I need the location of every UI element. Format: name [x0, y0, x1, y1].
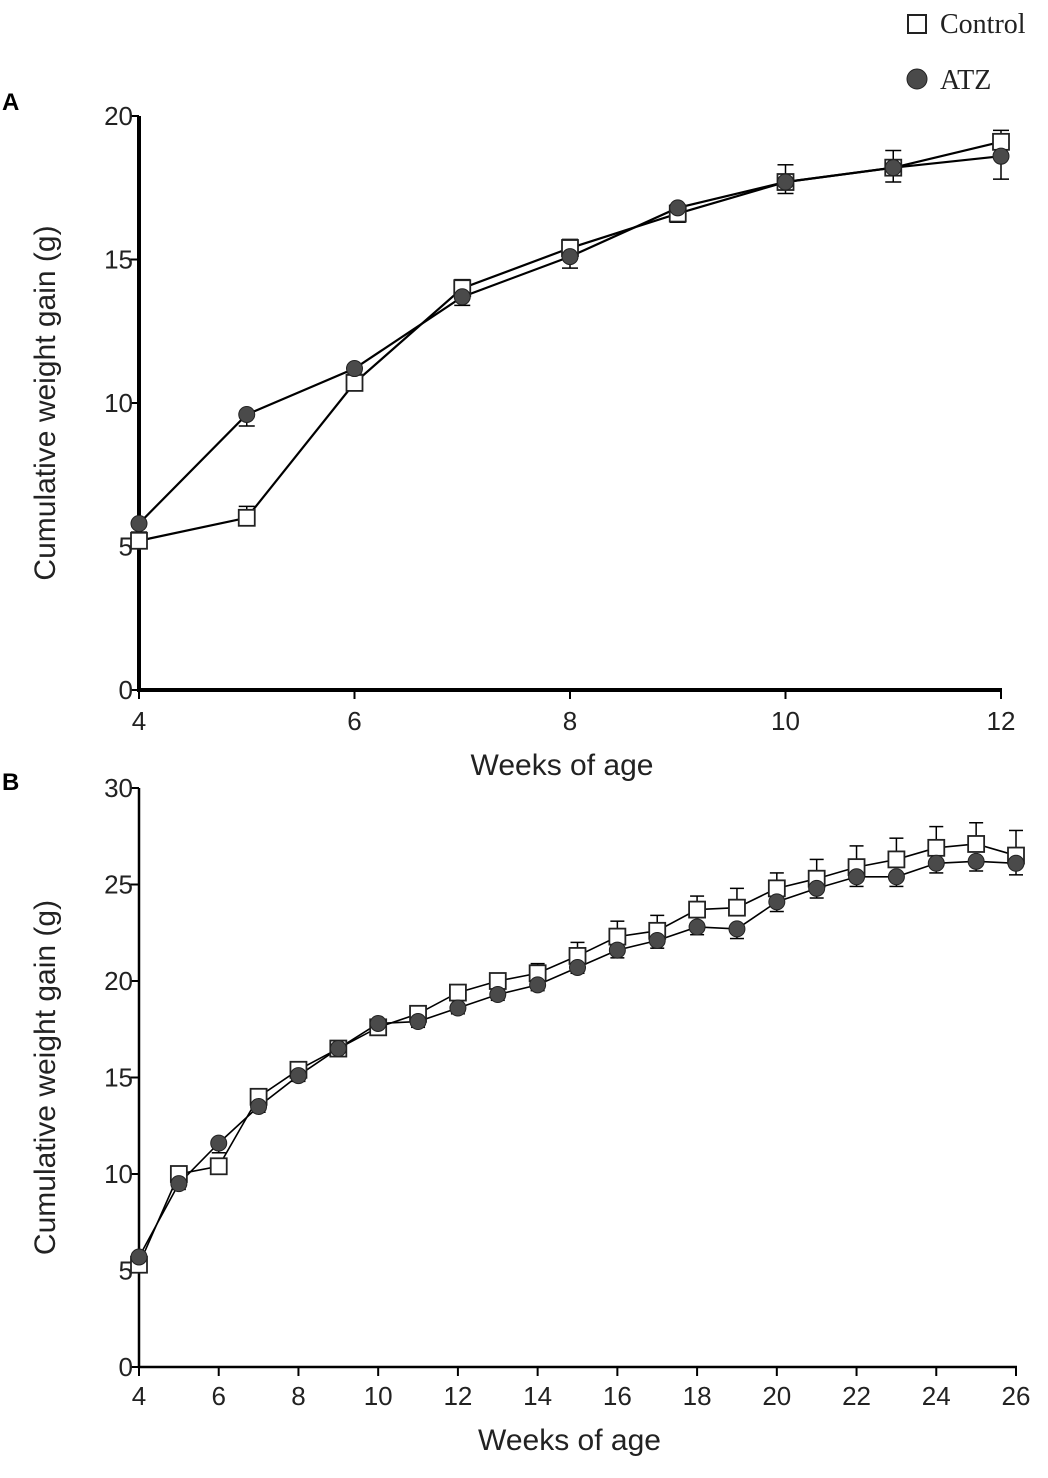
- panel-b-y-tick-label: 20: [104, 966, 133, 996]
- panel-b-point-atz: [449, 999, 467, 1017]
- panel-b-y-tick-label: 25: [104, 870, 133, 900]
- panel-b-x-tick-label: 24: [922, 1381, 951, 1411]
- panel-a-point-atz: [130, 515, 148, 533]
- panel-b-y-tick-label: 0: [119, 1352, 133, 1382]
- panel-b-x-tick-label: 26: [1002, 1381, 1031, 1411]
- panel-b-point-atz: [130, 1248, 148, 1266]
- panel-b-line-control: [138, 843, 1017, 1266]
- panel-b-point-atz: [728, 920, 746, 938]
- panel-a-x-axis-title: Weeks of age: [471, 749, 654, 782]
- panel-b-point-atz: [569, 958, 586, 976]
- panel-b-x-tick-label: 10: [364, 1381, 393, 1411]
- panel-b-point-atz: [967, 852, 985, 870]
- panel-b-point-atz: [927, 854, 945, 872]
- panel-b-x-tick-label: 14: [523, 1381, 552, 1411]
- panel-b-x-axis-title: Weeks of age: [478, 1424, 661, 1457]
- panel-b-point-atz: [289, 1067, 307, 1085]
- panel-a-y-tick-label: 15: [104, 245, 133, 275]
- panel-b-y-axis-title: Cumulative weight gain (g): [29, 900, 62, 1255]
- panel-a-x-tick-label: 4: [132, 706, 146, 736]
- panel-a-y-tick-label: 10: [104, 388, 133, 418]
- panel-a-point-atz: [561, 248, 579, 266]
- panel-b-point-control: [927, 838, 946, 857]
- panel-b-point-atz: [250, 1097, 268, 1115]
- panel-a-point-atz: [884, 159, 902, 177]
- panel-a-y-tick-label: 20: [104, 101, 133, 131]
- panel-b-y-tick-label: 10: [104, 1159, 133, 1189]
- panel-a-point-atz: [992, 147, 1010, 165]
- legend-atz-label: ATZ: [940, 65, 991, 96]
- panel-b-point-control: [728, 898, 746, 917]
- legend-control-marker: [907, 14, 927, 34]
- panel-a-point-atz: [777, 173, 794, 191]
- panel-b-x-tick-label: 20: [762, 1381, 791, 1411]
- panel-a-x-tick-label: 10: [771, 706, 800, 736]
- panel-a-point-control: [345, 374, 364, 392]
- panel-b-point-atz: [1007, 854, 1025, 872]
- panel-b-point-atz: [210, 1134, 228, 1152]
- panel-a-line-control: [138, 140, 1002, 542]
- panel-b-y-tick-label: 15: [104, 1063, 133, 1093]
- panel-b-point-atz: [489, 986, 507, 1004]
- panel-a-point-atz: [669, 199, 687, 217]
- panel-b-point-control: [209, 1157, 228, 1176]
- panel-b-x-tick-label: 22: [842, 1381, 871, 1411]
- panel-b-point-atz: [529, 976, 547, 994]
- panel-b-point-atz: [808, 879, 826, 897]
- panel-b-x-tick-label: 16: [603, 1381, 632, 1411]
- panel-b-y-tick-label: 30: [104, 773, 133, 803]
- panel-a-x-tick-label: 6: [347, 706, 361, 736]
- panel-b-point-atz: [887, 868, 905, 886]
- chart-a: 0 5 10 15 20 4 6 8 10 12 Weeks of age Cumulative we…: [29, 101, 1015, 782]
- panel-a-line-atz: [138, 155, 1002, 525]
- legend-atz-marker: [906, 68, 928, 90]
- panel-a-point-control: [237, 508, 256, 527]
- panel-b-point-atz: [329, 1040, 347, 1058]
- panel-b-point-control: [967, 835, 986, 853]
- panel-a-point-atz: [453, 288, 471, 306]
- panel-a-y-axis-title: Cumulative weight gain (g): [29, 225, 62, 580]
- panel-b-point-atz: [688, 918, 706, 936]
- panel-b-point-atz: [848, 868, 866, 886]
- panel-b-point-control: [688, 900, 706, 919]
- panel-a-point-control: [992, 132, 1010, 151]
- panel-b-point-atz: [648, 931, 666, 949]
- panel-a-point-atz: [238, 405, 256, 423]
- panel-b-x-tick-label: 18: [683, 1381, 712, 1411]
- panel-b-line-atz: [138, 860, 1017, 1258]
- panel-b-point-atz: [170, 1175, 188, 1193]
- panel-b-point-atz: [369, 1014, 387, 1032]
- panel-b-point-atz: [768, 893, 786, 911]
- panel-a-point-control: [130, 531, 148, 550]
- panel-a-label: A: [2, 89, 19, 116]
- panel-b-x-tick-label: 4: [132, 1381, 146, 1411]
- panel-b-point-atz: [409, 1013, 427, 1031]
- panel-a-y-tick-label: 0: [119, 675, 133, 705]
- panel-a-point-atz: [346, 360, 363, 378]
- panel-b-point-atz: [608, 941, 626, 959]
- panel-b-y-tick-label: 5: [119, 1256, 133, 1286]
- panel-b-point-control: [887, 850, 906, 869]
- legend: Control ATZ: [906, 9, 1026, 96]
- panel-b-label: B: [2, 769, 19, 796]
- chart-b: 0 5 10 15 20 25 30 4 6 8 10 12 14 16 18 20 22 24 26 Weeks o…: [29, 773, 1030, 1457]
- panel-b-point-control: [449, 983, 467, 1002]
- panel-a-y-tick-label: 5: [119, 532, 133, 562]
- panel-a-x-tick-label: 12: [987, 706, 1016, 736]
- panel-b-x-tick-label: 8: [291, 1381, 305, 1411]
- legend-control-label: Control: [940, 9, 1026, 40]
- panel-b-x-tick-label: 12: [443, 1381, 472, 1411]
- panel-b-x-tick-label: 6: [211, 1381, 225, 1411]
- panel-a-x-tick-label: 8: [563, 706, 577, 736]
